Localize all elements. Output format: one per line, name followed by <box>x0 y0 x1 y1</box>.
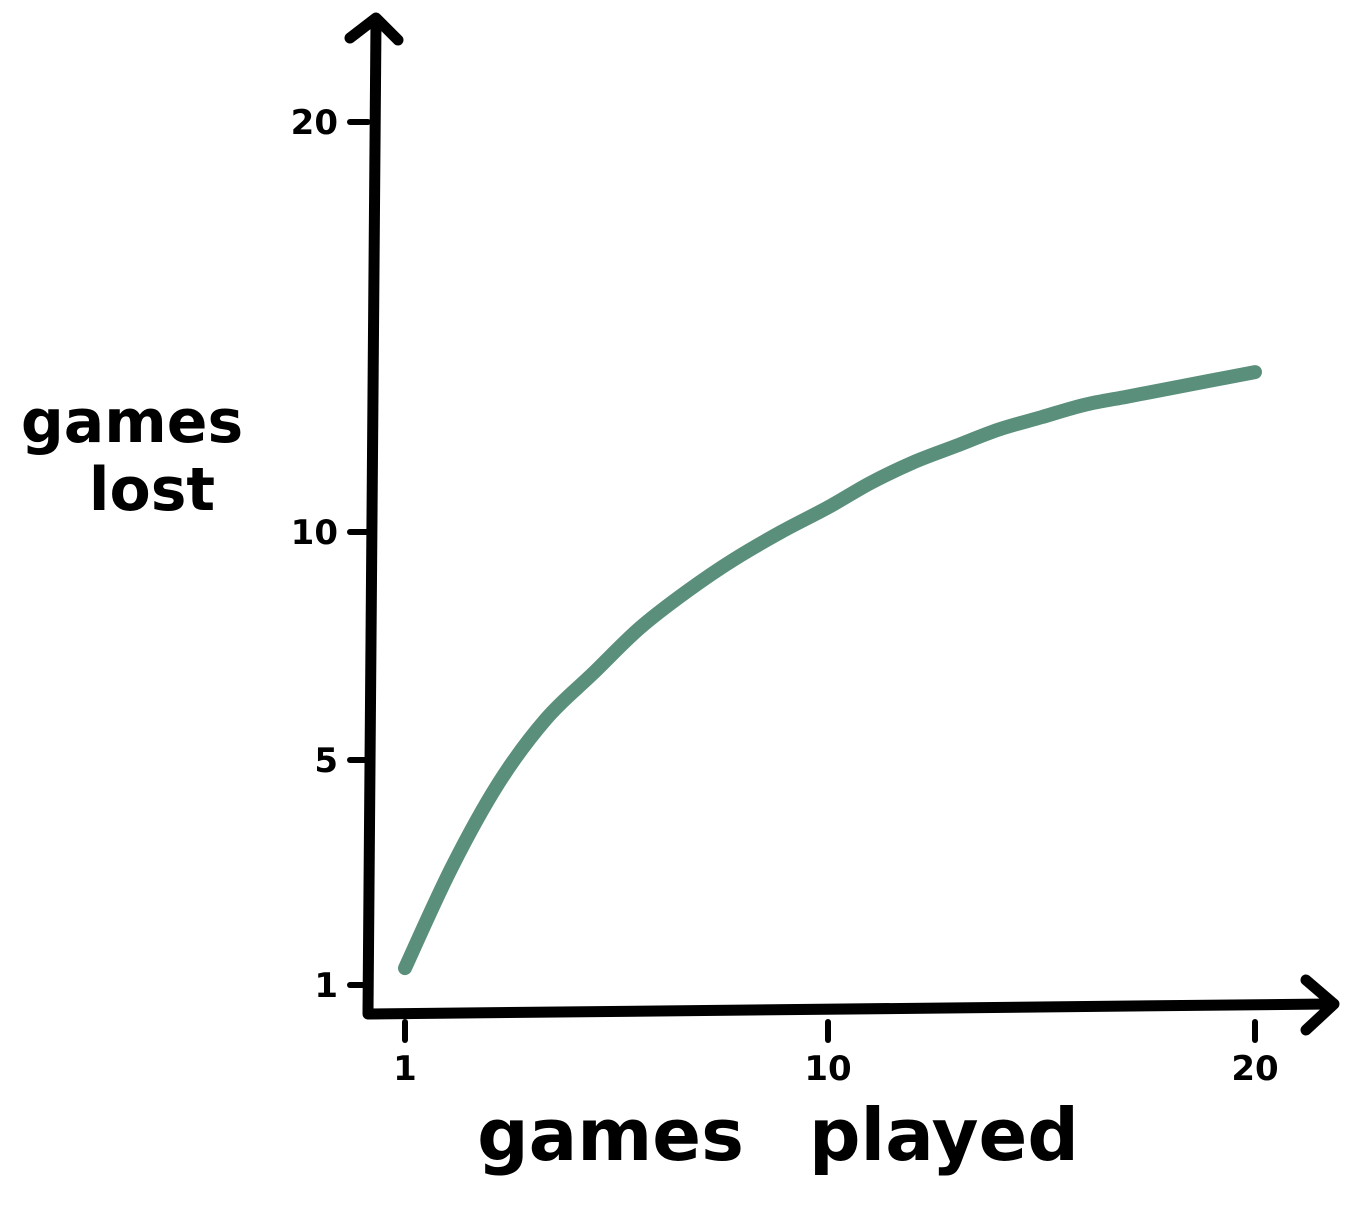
y-axis-line <box>362 16 382 1018</box>
x-axis-arrow <box>1300 974 1340 1036</box>
y-axis-arrow <box>344 12 404 46</box>
y-axis-title-line-2: lost <box>89 455 215 525</box>
x-axis-title: games played <box>477 1093 1079 1177</box>
x-tick-label-10: 10 <box>804 1049 851 1089</box>
x-axis-ticks: 1 10 20 <box>393 1019 1279 1089</box>
y-tick-label-20: 20 <box>291 103 338 143</box>
x-tick-label-1: 1 <box>393 1049 417 1089</box>
y-axis-ticks: 1 5 10 20 <box>291 103 371 1006</box>
x-axis-line <box>362 998 1334 1020</box>
y-axis-title-line-1: games <box>21 387 243 457</box>
y-tick-label-10: 10 <box>291 513 338 553</box>
x-tick-label-20: 20 <box>1231 1049 1278 1089</box>
y-tick-label-1: 1 <box>314 966 338 1006</box>
series-layer <box>398 365 1262 976</box>
series-line-0 <box>398 365 1262 976</box>
y-tick-label-5: 5 <box>314 741 338 781</box>
